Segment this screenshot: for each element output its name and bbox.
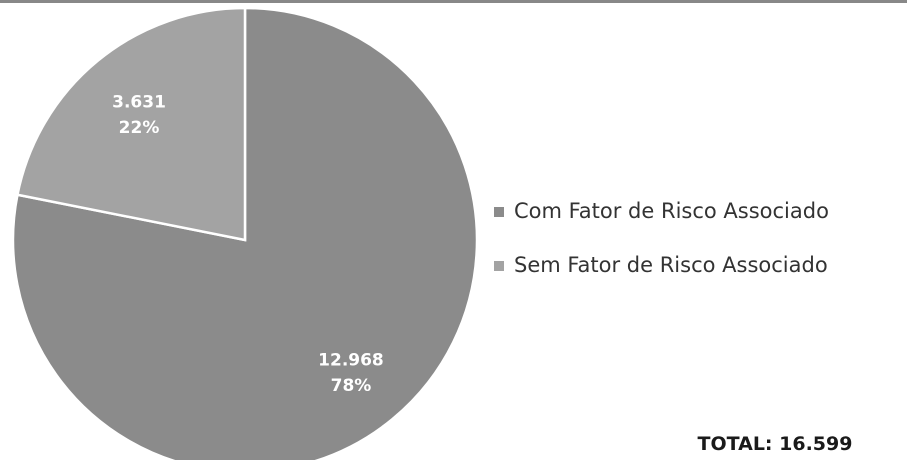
slice-value-label: 3.631 [112, 92, 166, 112]
legend-swatch [494, 207, 504, 217]
pie-slice [15, 6, 247, 242]
slice-percent-label: 22% [119, 118, 160, 138]
legend-text: Sem Fator de Risco Associado [514, 253, 828, 277]
top-border [0, 0, 907, 3]
slice-value-label: 12.968 [318, 351, 384, 371]
legend-swatch [494, 261, 504, 271]
legend-text: Com Fator de Risco Associado [514, 199, 829, 223]
slice-percent-label: 78% [331, 376, 372, 396]
slice-label: 3.631 22% [112, 92, 166, 138]
total-label: TOTAL: 16.599 [698, 433, 853, 455]
slice-label: 12.968 78% [318, 351, 384, 397]
